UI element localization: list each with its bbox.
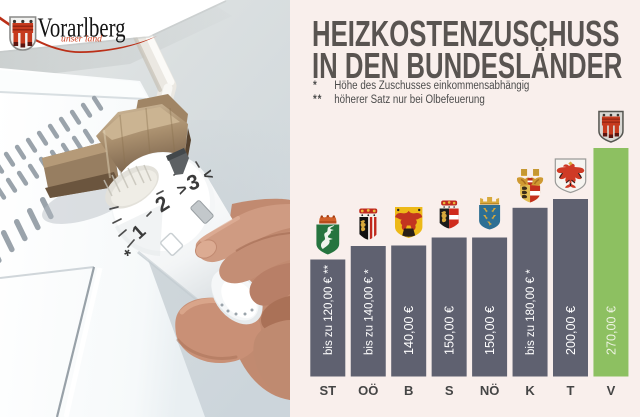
svg-text:bis zu 120,00 € **: bis zu 120,00 € ** — [323, 264, 335, 355]
svg-text:OÖ: OÖ — [358, 383, 378, 398]
svg-text:270,00 €: 270,00 € — [604, 306, 618, 355]
svg-text:150,00 €: 150,00 € — [443, 306, 457, 355]
svg-text:B: B — [404, 383, 413, 398]
svg-text:V: V — [607, 383, 616, 398]
svg-text:bis zu 140,00 € *: bis zu 140,00 € * — [363, 269, 375, 355]
svg-text:150,00 €: 150,00 € — [483, 306, 497, 355]
svg-text:bis zu 180,00 € *: bis zu 180,00 € * — [525, 269, 537, 355]
svg-text:<: < — [201, 166, 215, 185]
svg-text:NÖ: NÖ — [480, 383, 500, 398]
svg-text:unser land: unser land — [61, 35, 102, 45]
svg-text:S: S — [445, 383, 454, 398]
svg-text:K: K — [525, 383, 535, 398]
svg-text:T: T — [567, 383, 575, 398]
svg-text:200,00 €: 200,00 € — [564, 306, 578, 355]
svg-text:ST: ST — [319, 383, 336, 398]
svg-text:140,00 €: 140,00 € — [402, 306, 416, 355]
svg-text:Vorarlberg: Vorarlberg — [38, 11, 126, 42]
